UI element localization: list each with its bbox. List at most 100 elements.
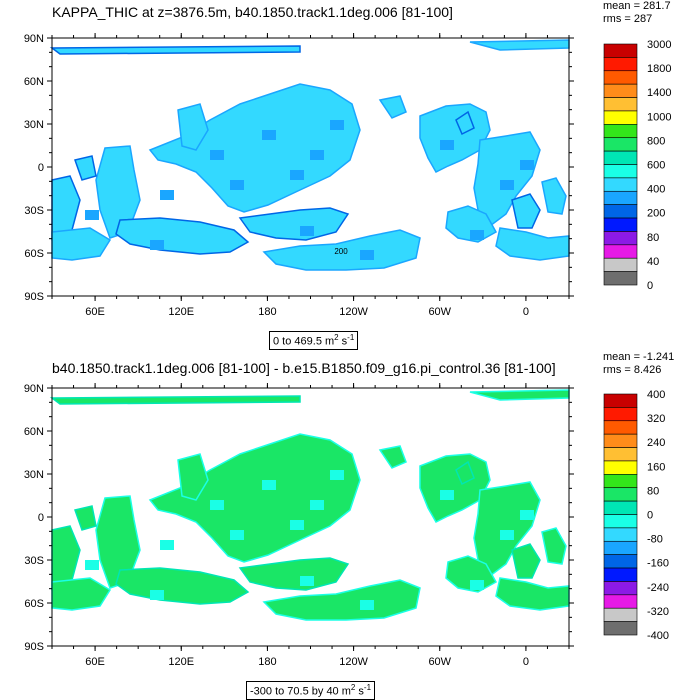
bottom-colorbar-label: -160 xyxy=(647,558,669,570)
bottom-colorbar-box xyxy=(603,447,638,462)
top-colorbar-label: 40 xyxy=(647,256,659,268)
top-field-region xyxy=(473,131,541,228)
top-colorbar-box xyxy=(603,83,638,98)
bottom-field-patch xyxy=(230,530,244,540)
bottom-field-patch xyxy=(360,600,374,610)
top-ytick-label: 0 xyxy=(38,162,44,174)
bottom-colorbar-box xyxy=(603,567,638,582)
top-colorbar-box xyxy=(603,231,638,246)
top-field-patch xyxy=(290,170,304,180)
bottom-field-region xyxy=(115,567,250,605)
bottom-field-patch xyxy=(85,560,99,570)
bottom-field-region xyxy=(495,577,570,611)
bottom-field-region xyxy=(419,453,491,523)
bottom-colorbar-label: -320 xyxy=(647,606,669,618)
bottom-colorbar-label: 320 xyxy=(647,413,665,425)
top-field-layer xyxy=(49,39,570,271)
bottom-colorbar-box xyxy=(603,607,638,622)
bottom-field-patch xyxy=(160,540,174,550)
top-field-patch xyxy=(520,160,534,170)
top-field-region xyxy=(262,229,421,271)
bottom-field-region xyxy=(541,527,567,565)
top-field-patch xyxy=(500,180,514,190)
bottom-field-patch xyxy=(300,576,314,586)
bottom-colorbar-label: -240 xyxy=(647,582,669,594)
top-field-region xyxy=(74,155,97,181)
top-field-region xyxy=(51,227,112,261)
bottom-colorbar-box xyxy=(603,393,638,408)
bottom-field-region xyxy=(74,505,97,531)
bottom-ytick-label: 90S xyxy=(24,641,44,653)
bottom-field-region xyxy=(455,460,475,486)
bottom-field-patch xyxy=(440,490,454,500)
bottom-colorbar-box xyxy=(603,621,638,636)
bottom-xtick-label: 120E xyxy=(168,656,194,668)
top-colorbar-label: 800 xyxy=(647,135,665,147)
bottom-field-region xyxy=(148,433,361,563)
bottom-xtick-label: 60E xyxy=(85,656,105,668)
bottom-xtick-label: 0 xyxy=(523,656,529,668)
bottom-colorbar-box xyxy=(603,487,638,502)
bottom-ytick-label: 0 xyxy=(38,512,44,524)
top-xtick-label: 60E xyxy=(85,306,105,318)
bottom-xtick-label: 180 xyxy=(258,656,276,668)
top-field-patch xyxy=(262,130,276,140)
bottom-colorbar-box xyxy=(603,460,638,475)
top-field-region xyxy=(495,227,570,261)
bottom-field-region xyxy=(262,579,421,621)
top-contour-label: 200 xyxy=(334,247,348,256)
top-field-patch xyxy=(210,150,224,160)
bottom-field-region xyxy=(378,445,407,469)
top-colorbar-label: 600 xyxy=(647,160,665,172)
top-colorbar-box xyxy=(603,164,638,179)
top-colorbar-box xyxy=(603,217,638,232)
top-ytick-label: 30S xyxy=(24,205,44,217)
top-field-patch xyxy=(150,240,164,250)
top-map-plot: 90N 60N 30N 0 30S 60S 90S 60E 120E 180 120W 60W 0 200… xyxy=(24,33,671,318)
bottom-map-title: b40.1850.track1.1deg.006 [81-100] - b.e1… xyxy=(52,360,556,376)
top-ytick-label: 30N xyxy=(24,119,44,131)
top-field-patch xyxy=(470,230,484,240)
top-field-region xyxy=(378,95,407,119)
top-colorbar-label: 80 xyxy=(647,232,659,244)
top-caption-suffix-exp: -1 xyxy=(347,333,355,342)
bottom-field-patch xyxy=(470,580,484,590)
bottom-colorbar-box xyxy=(603,554,638,569)
top-xtick-label: 60W xyxy=(428,306,451,318)
top-ytick-label: 60N xyxy=(24,76,44,88)
bottom-colorbar-label: 0 xyxy=(647,510,653,522)
bottom-field-patch xyxy=(520,510,534,520)
top-colorbar-box xyxy=(603,271,638,286)
top-xtick-label: 120E xyxy=(168,306,194,318)
bottom-colorbar-label: -80 xyxy=(647,534,663,546)
bottom-colorbar-box xyxy=(603,407,638,422)
bottom-caption-exp: 2 xyxy=(350,683,356,692)
bottom-colorbar-box xyxy=(603,433,638,448)
bottom-colorbar-label: 400 xyxy=(647,389,665,401)
top-mean-label: mean = 281.7 xyxy=(603,0,671,12)
bottom-ytick-label: 30S xyxy=(24,555,44,567)
top-colorbar-box xyxy=(603,150,638,165)
top-field-region xyxy=(115,217,250,255)
top-colorbar-box xyxy=(603,70,638,85)
bottom-colorbar-box xyxy=(603,474,638,489)
top-ytick-label: 90S xyxy=(24,291,44,303)
bottom-field-patch xyxy=(290,520,304,530)
bottom-field-region xyxy=(473,481,541,578)
top-field-region xyxy=(49,45,301,55)
bottom-field-region xyxy=(238,557,350,591)
top-colorbar-box xyxy=(603,257,638,272)
bottom-field-patch xyxy=(330,470,344,480)
top-colorbar-box xyxy=(603,43,638,58)
bottom-field-region xyxy=(469,389,570,401)
bottom-xtick-label: 60W xyxy=(428,656,451,668)
bottom-field-patch xyxy=(500,530,514,540)
top-map-title: KAPPA_THIC at z=3876.5m, b40.1850.track1… xyxy=(52,4,453,20)
top-colorbar-label: 200 xyxy=(647,208,665,220)
top-field-region xyxy=(469,39,570,51)
top-colorbar-box xyxy=(603,137,638,152)
top-colorbar-box xyxy=(603,244,638,259)
top-field-region xyxy=(238,207,350,241)
bottom-field-region xyxy=(511,543,541,579)
